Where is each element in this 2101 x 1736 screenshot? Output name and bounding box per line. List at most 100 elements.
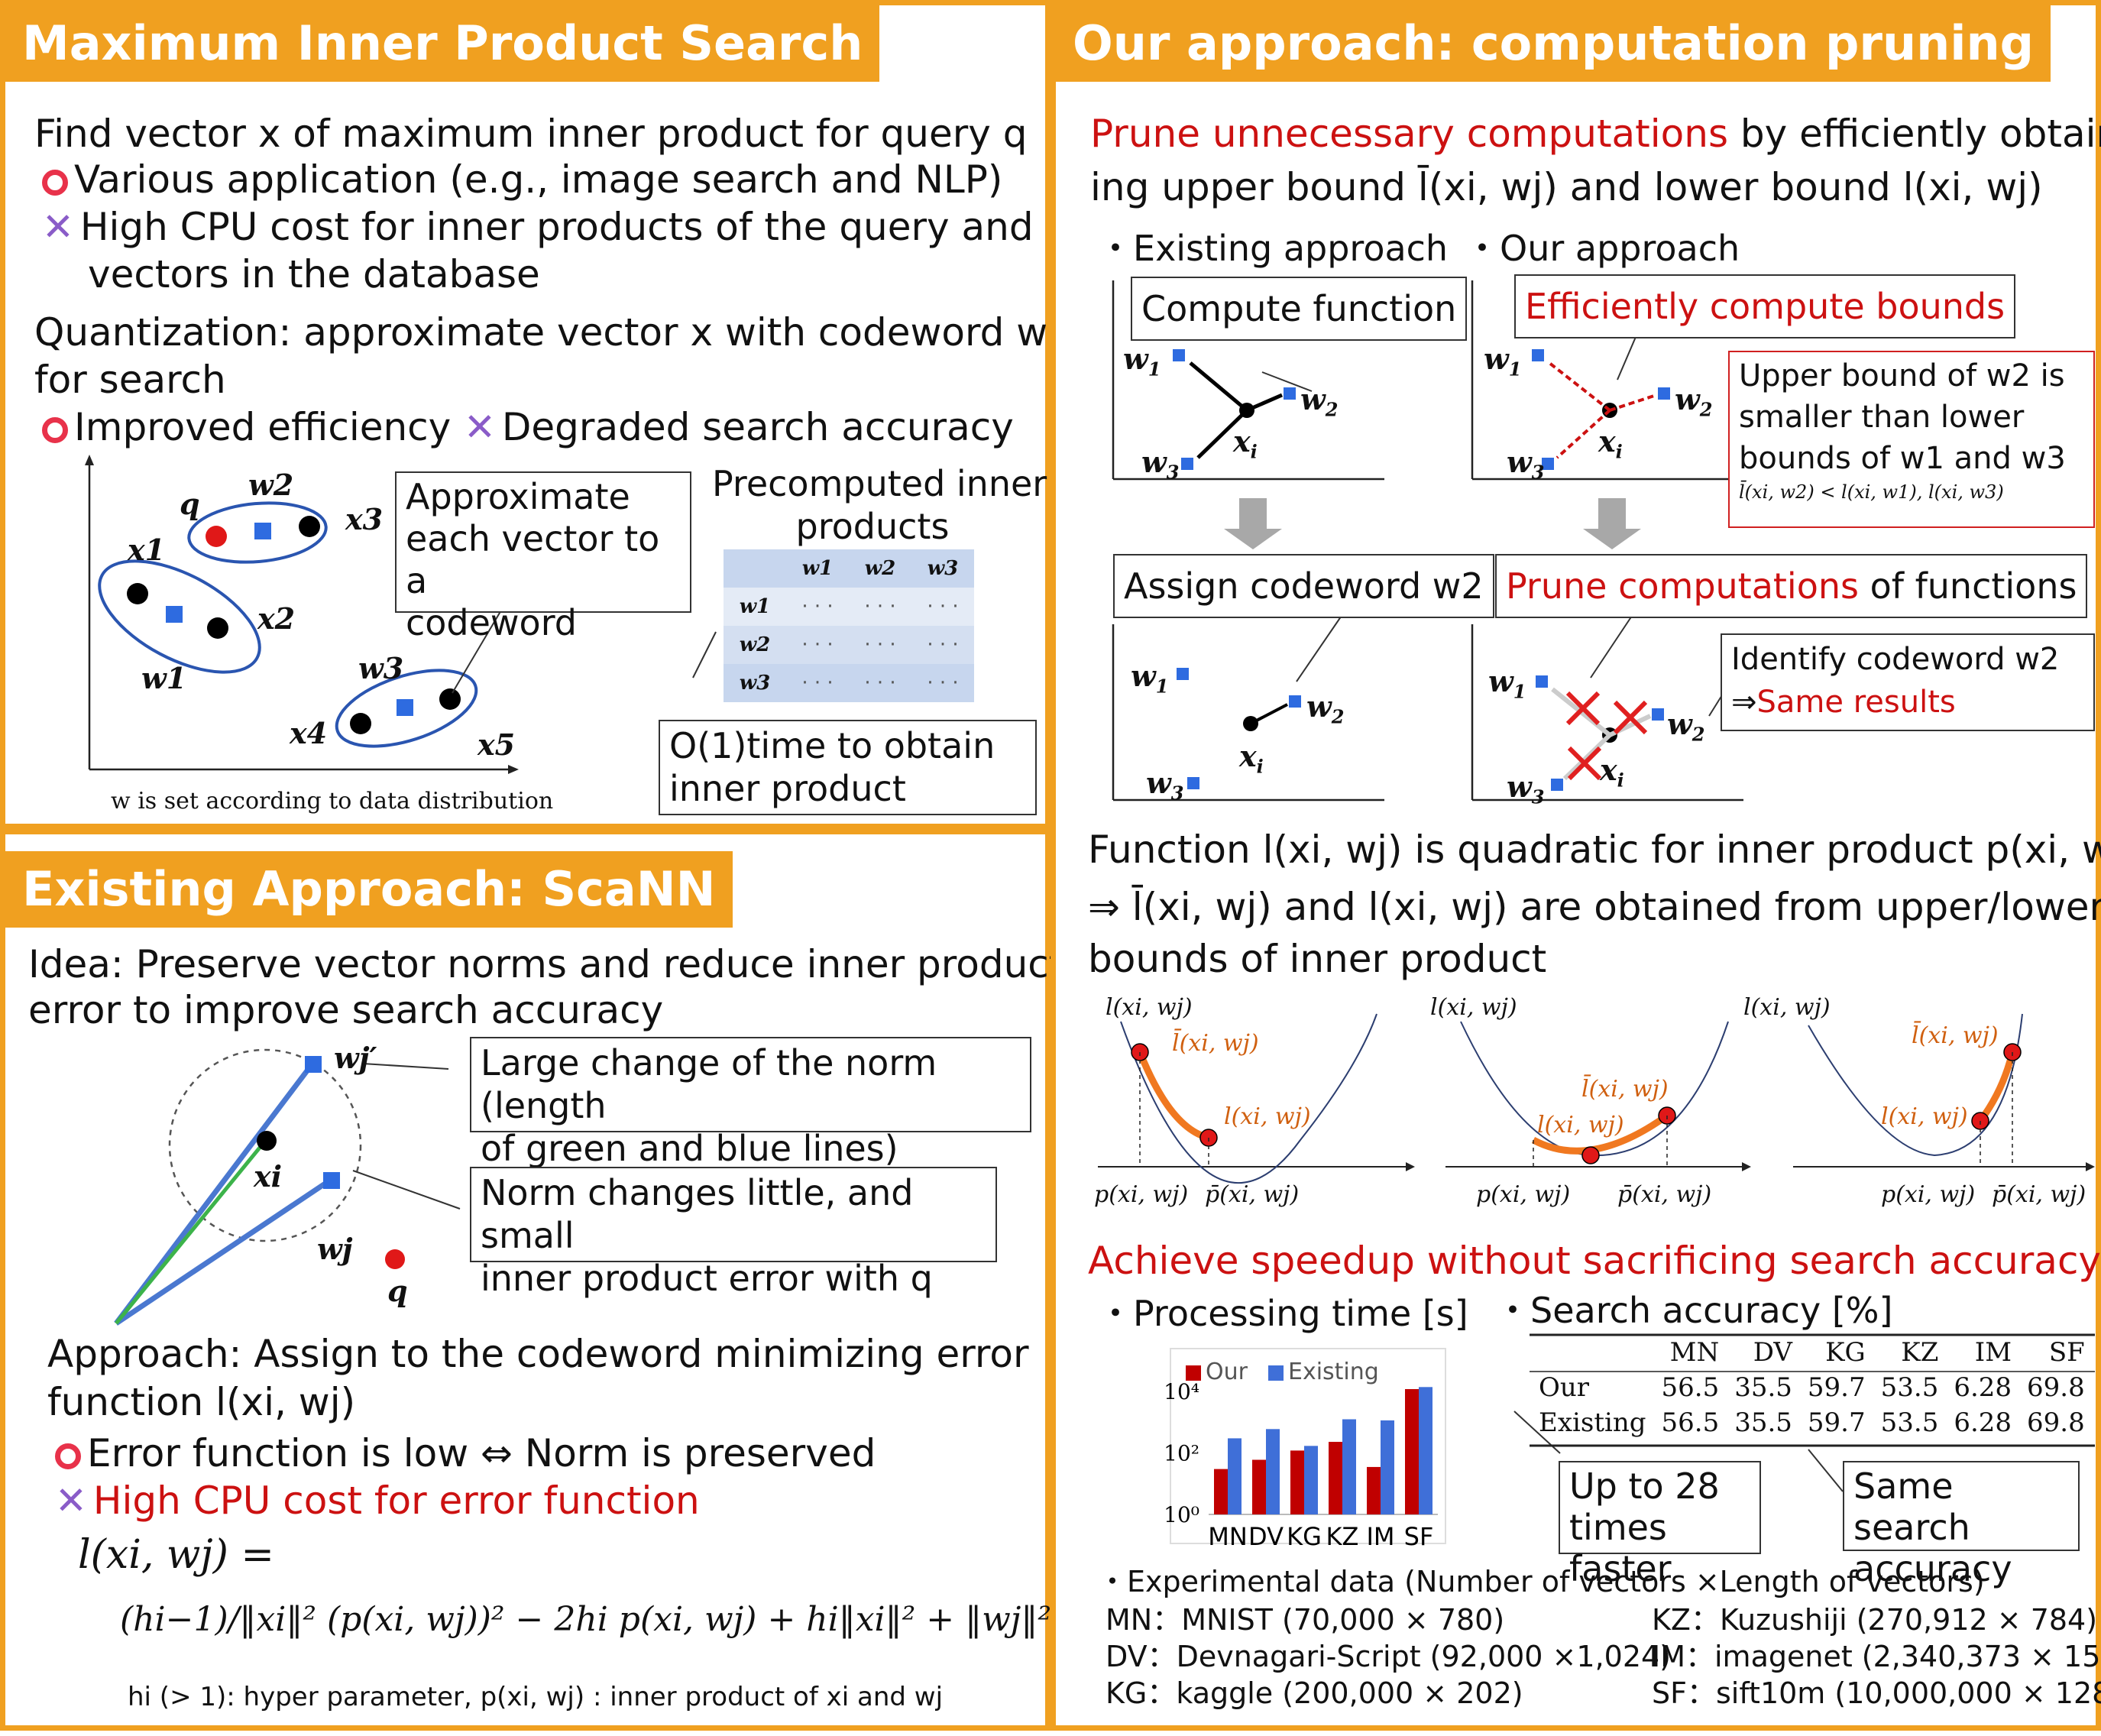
ourb-w3: w3 bbox=[1507, 769, 1545, 808]
label-x3: x3 bbox=[345, 502, 384, 536]
distribution-caption: w is set according to data distribution bbox=[111, 788, 554, 815]
mips-con1b: vectors in the database bbox=[88, 252, 540, 296]
o1-time-box: O(1)time to obtain inner product bbox=[659, 720, 1037, 815]
existing-approach-label: ・Existing approach bbox=[1098, 228, 1449, 269]
scann-panel: Existing Approach: ScaNN Idea: Preserve … bbox=[0, 829, 1063, 1731]
search-accuracy-label: ・Search accuracy [%] bbox=[1495, 1290, 1893, 1331]
scann-con: ✕ High CPU cost for error function bbox=[55, 1479, 700, 1523]
bar-existing-im bbox=[1381, 1420, 1394, 1514]
label-wj-prime: wj′ bbox=[334, 1041, 377, 1075]
formula-rhs: (hi−1)/‖xi‖² (p(xi, wj))² − 2hi p(xi, wj… bbox=[120, 1600, 1052, 1639]
curve3-l: l(xi, wj) bbox=[1743, 994, 1831, 1021]
y-tick-label: 10⁴ bbox=[1164, 1379, 1199, 1404]
curve2-ll: l(xi, wj) bbox=[1537, 1112, 1624, 1138]
bar-existing-mn bbox=[1228, 1438, 1242, 1514]
curve3-pu: p̄(xi, wj) bbox=[1992, 1181, 2086, 1208]
function-line2: ⇒ l̄(xi, wj) and l(xi, wj) are obtained … bbox=[1088, 885, 2101, 929]
table-row: Our 56.5 35.5 59.7 53.5 6.28 69.8 bbox=[1539, 1372, 2085, 1403]
label-w2: w2 bbox=[248, 468, 294, 502]
label-q2: q bbox=[387, 1274, 408, 1308]
curve1-l: l(xi, wj) bbox=[1106, 994, 1193, 1021]
label-xi: xi bbox=[254, 1159, 283, 1194]
bar-our-kg bbox=[1290, 1450, 1304, 1514]
mips-line1: Find vector x of maximum inner product f… bbox=[34, 112, 1028, 156]
our-w3: w3 bbox=[1507, 445, 1545, 484]
exb-xi: xi bbox=[1239, 739, 1264, 778]
approach-diagrams bbox=[1112, 280, 1743, 802]
idea-line1: Idea: Preserve vector norms and reduce i… bbox=[28, 942, 1064, 986]
our-w1: w1 bbox=[1484, 342, 1522, 381]
achieve-heading: Achieve speedup without sacrificing sear… bbox=[1088, 1239, 2101, 1283]
label-x5: x5 bbox=[478, 727, 516, 762]
bar-our-mn bbox=[1214, 1469, 1228, 1514]
ourb-w2: w2 bbox=[1667, 707, 1705, 746]
ex-w2: w2 bbox=[1300, 382, 1339, 421]
label-w1: w1 bbox=[141, 661, 187, 695]
label-q: q bbox=[180, 487, 200, 521]
bar-existing-sf bbox=[1419, 1387, 1432, 1514]
formula-footnote: hi (> 1): hyper parameter, p(xi, wj) : i… bbox=[128, 1682, 944, 1712]
x-tick-label: DV bbox=[1248, 1522, 1284, 1551]
exb-w1: w1 bbox=[1131, 659, 1169, 698]
label-x4: x4 bbox=[290, 716, 328, 750]
dataset-left-2: DV：Devnagari-Script (92,000 ×1,024) bbox=[1106, 1640, 1671, 1673]
precomputed-title: Precomputed inner products bbox=[712, 463, 1047, 547]
ourb-xi: xi bbox=[1600, 753, 1624, 792]
bar-our-im bbox=[1367, 1466, 1381, 1514]
our-xi: xi bbox=[1598, 424, 1623, 463]
formula-lhs: l(xi, wj) = bbox=[78, 1532, 274, 1578]
approach-line1: Approach: Assign to the codeword minimiz… bbox=[47, 1332, 1029, 1376]
dataset-left-3: KG：kaggle (200,000 × 202) bbox=[1106, 1676, 1523, 1710]
function-line3: bounds of inner product bbox=[1088, 937, 1547, 981]
bar-our-dv bbox=[1252, 1459, 1266, 1514]
experimental-title: ・Experimental data (Number of vectors ×L… bbox=[1098, 1565, 1985, 1598]
efficiently-compute-box: Efficiently compute bounds bbox=[1514, 274, 2016, 338]
mips-panel: Maximum Inner Product Search Find vector… bbox=[0, 0, 1050, 829]
curve3-lu: l̄(xi, wj) bbox=[1912, 1022, 1999, 1049]
curve3-pl: p(xi, wj) bbox=[1881, 1181, 1976, 1208]
bound-curves bbox=[1098, 1013, 2095, 1184]
pruning-intro2: ing upper bound l̄(xi, wj) and lower bou… bbox=[1090, 165, 2043, 209]
ex-w1: w1 bbox=[1123, 342, 1161, 381]
processing-time-chart: 10⁰ 10² 10⁴ MN DV KG KZ IM SF bbox=[1164, 1348, 1446, 1551]
mips-pro1: Various application (e.g., image search … bbox=[42, 157, 1002, 202]
curve3-ll: l(xi, wj) bbox=[1881, 1103, 1968, 1130]
callout-lines bbox=[1513, 1333, 2095, 1492]
curve1-ll: l(xi, wj) bbox=[1224, 1103, 1311, 1130]
function-line1: Function l(xi, wj) is quadratic for inne… bbox=[1088, 828, 2101, 872]
large-change-box: Large change of the norm (length of gree… bbox=[470, 1037, 1031, 1169]
scann-pro: Error function is low ⇔ Norm is preserve… bbox=[55, 1430, 876, 1476]
our-approach-label: ・Our approach bbox=[1465, 228, 1740, 269]
mips-pro2: Improved efficiency bbox=[42, 404, 451, 450]
dataset-left-1: MN：MNIST (70,000 × 780) bbox=[1106, 1603, 1505, 1637]
curve2-l: l(xi, wj) bbox=[1430, 994, 1517, 1021]
mips-con1: ✕ High CPU cost for inner products of the… bbox=[42, 205, 1034, 249]
upper-bound-box: Upper bound of w2 is smaller than lower … bbox=[1728, 351, 2095, 528]
x-tick-label: SF bbox=[1404, 1522, 1434, 1551]
quant-line1: Quantization: approximate vector x with … bbox=[34, 310, 1048, 355]
bar-existing-dv bbox=[1266, 1429, 1280, 1514]
circle-icon bbox=[42, 417, 68, 443]
bar-our-kz bbox=[1329, 1442, 1342, 1514]
exb-w2: w2 bbox=[1306, 689, 1345, 728]
circle-icon bbox=[55, 1443, 81, 1469]
cross-icon: ✕ bbox=[42, 205, 74, 249]
label-wj: wj bbox=[317, 1232, 353, 1266]
curve2-lu: l̄(xi, wj) bbox=[1581, 1076, 1669, 1103]
mips-con2: ✕ Degraded search accuracy bbox=[464, 405, 1014, 449]
faster-box: Up to 28 times faster bbox=[1559, 1461, 1761, 1589]
dataset-right-1: KZ：Kuzushiji (270,912 × 784) bbox=[1652, 1603, 2098, 1637]
x-tick-label: MN bbox=[1208, 1522, 1248, 1551]
y-tick-label: 10² bbox=[1164, 1441, 1199, 1466]
precomputed-table: w1 w2 w3 w1 · · · · · · · · · w2 · · · · · · · ·… bbox=[724, 549, 974, 702]
pruning-intro1: Prune unnecessary computations by effici… bbox=[1090, 112, 2101, 156]
curve2-pl: p(xi, wj) bbox=[1476, 1181, 1571, 1208]
compute-function-box: Compute function bbox=[1131, 277, 1468, 341]
label-x2: x2 bbox=[257, 601, 296, 636]
identify-codeword-box: Identify codeword w2 ⇒Same results bbox=[1721, 633, 2095, 731]
x-tick-label: KG bbox=[1287, 1522, 1322, 1551]
table-row: Existing 56.5 35.5 59.7 53.5 6.28 69.8 bbox=[1539, 1407, 2085, 1438]
ourb-w1: w1 bbox=[1488, 664, 1526, 703]
legend-our: Our bbox=[1206, 1359, 1248, 1385]
approximate-box: Approximate each vector to a codeword bbox=[395, 471, 691, 643]
